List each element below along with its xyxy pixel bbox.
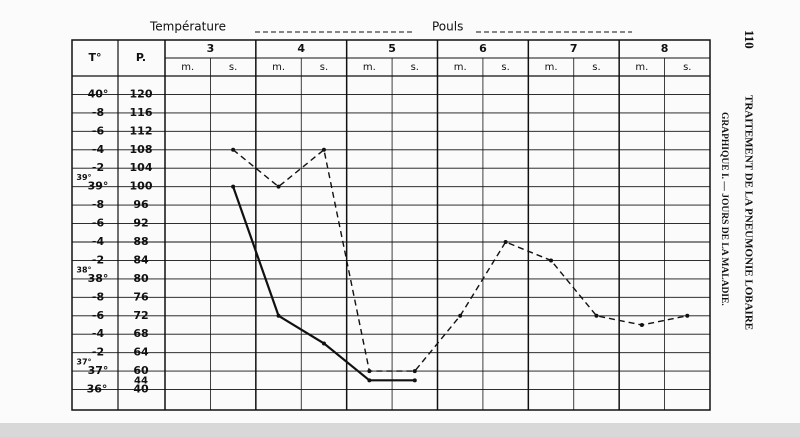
point xyxy=(367,378,372,383)
y-tick-label: 80 xyxy=(133,272,149,285)
period-label: m. xyxy=(545,62,558,73)
y-tick-label: 120 xyxy=(130,87,153,100)
period-label: s. xyxy=(320,62,328,73)
day-label: 6 xyxy=(479,42,487,55)
series-line xyxy=(232,148,688,372)
annotation: 37° xyxy=(76,358,91,367)
point xyxy=(231,184,236,189)
y2-tick-label: -6 xyxy=(92,217,105,230)
y2-tick-label: 39° xyxy=(88,180,109,193)
period-label: s. xyxy=(683,62,691,73)
y-tick-label: 92 xyxy=(133,217,148,230)
y-tick-label: 88 xyxy=(133,235,148,248)
y2-tick-label: -6 xyxy=(92,309,105,322)
y-tick-label: 84 xyxy=(133,253,149,266)
annotation: 44 xyxy=(134,375,148,386)
y2-tick-label: -4 xyxy=(92,235,105,248)
point xyxy=(321,341,326,346)
point xyxy=(412,369,417,374)
y-tick-label: 64 xyxy=(133,346,149,359)
y-tick-label: 72 xyxy=(133,309,148,322)
y2-tick-label: 37° xyxy=(88,364,109,377)
y-tick-label: 68 xyxy=(133,327,148,340)
y-tick-label: 76 xyxy=(133,290,149,303)
day-label: 4 xyxy=(297,42,305,55)
annotation: 38° xyxy=(76,265,91,274)
day-label: 3 xyxy=(207,42,215,55)
column-header: T° xyxy=(88,51,101,64)
legend-label: Température xyxy=(149,20,226,34)
point xyxy=(549,258,554,263)
y2-tick-label: -4 xyxy=(92,143,105,156)
annotation: 40 xyxy=(133,383,149,396)
y2-tick-label: -8 xyxy=(92,106,104,119)
point xyxy=(321,147,326,152)
period-label: m. xyxy=(181,62,194,73)
page-number: 110 xyxy=(742,30,757,49)
y2-tick-label: 38° xyxy=(88,272,109,285)
table-border xyxy=(71,39,711,411)
y-tick-label: 60 xyxy=(133,364,149,377)
point xyxy=(231,147,236,152)
period-label: m. xyxy=(635,62,648,73)
point xyxy=(276,313,281,318)
period-label: m. xyxy=(272,62,285,73)
y2-tick-label: -8 xyxy=(92,198,104,211)
y-tick-label: 112 xyxy=(130,124,153,137)
point xyxy=(276,184,281,189)
y-tick-label: 100 xyxy=(130,180,153,193)
annotation: 36° xyxy=(87,383,108,396)
day-label: 7 xyxy=(570,42,578,55)
point xyxy=(685,313,690,318)
y2-tick-label: -2 xyxy=(92,253,104,266)
period-label: s. xyxy=(229,62,237,73)
y-tick-label: 108 xyxy=(130,143,153,156)
period-label: m. xyxy=(363,62,376,73)
annotation: 39° xyxy=(76,173,91,182)
caption: GRAPHIQUE I. — JOURS DE LA MALADIE. xyxy=(719,112,729,306)
y-tick-label: 96 xyxy=(133,198,149,211)
y2-tick-label: -4 xyxy=(92,327,105,340)
period-label: s. xyxy=(501,62,509,73)
legend-label: Pouls xyxy=(432,20,463,34)
day-label: 5 xyxy=(388,42,396,55)
page-edge xyxy=(0,423,800,437)
period-label: m. xyxy=(454,62,467,73)
point xyxy=(639,323,644,327)
y2-tick-label: -2 xyxy=(92,346,104,359)
day-label: 8 xyxy=(661,42,669,55)
point xyxy=(412,378,417,383)
y-tick-label: 104 xyxy=(130,161,153,174)
y2-tick-label: 40° xyxy=(88,87,109,100)
period-label: s. xyxy=(411,62,419,73)
point xyxy=(503,240,508,244)
period-label: s. xyxy=(592,62,600,73)
running-title: TRAITEMENT DE LA PNEUMONIE LOBAIRE xyxy=(742,95,754,330)
point xyxy=(367,369,372,374)
y2-tick-label: -2 xyxy=(92,161,104,174)
point xyxy=(458,313,463,318)
point xyxy=(594,313,599,318)
y-tick-label: 116 xyxy=(130,106,153,119)
column-header: P. xyxy=(136,51,146,64)
y2-tick-label: -8 xyxy=(92,290,104,303)
y2-tick-label: -6 xyxy=(92,124,105,137)
